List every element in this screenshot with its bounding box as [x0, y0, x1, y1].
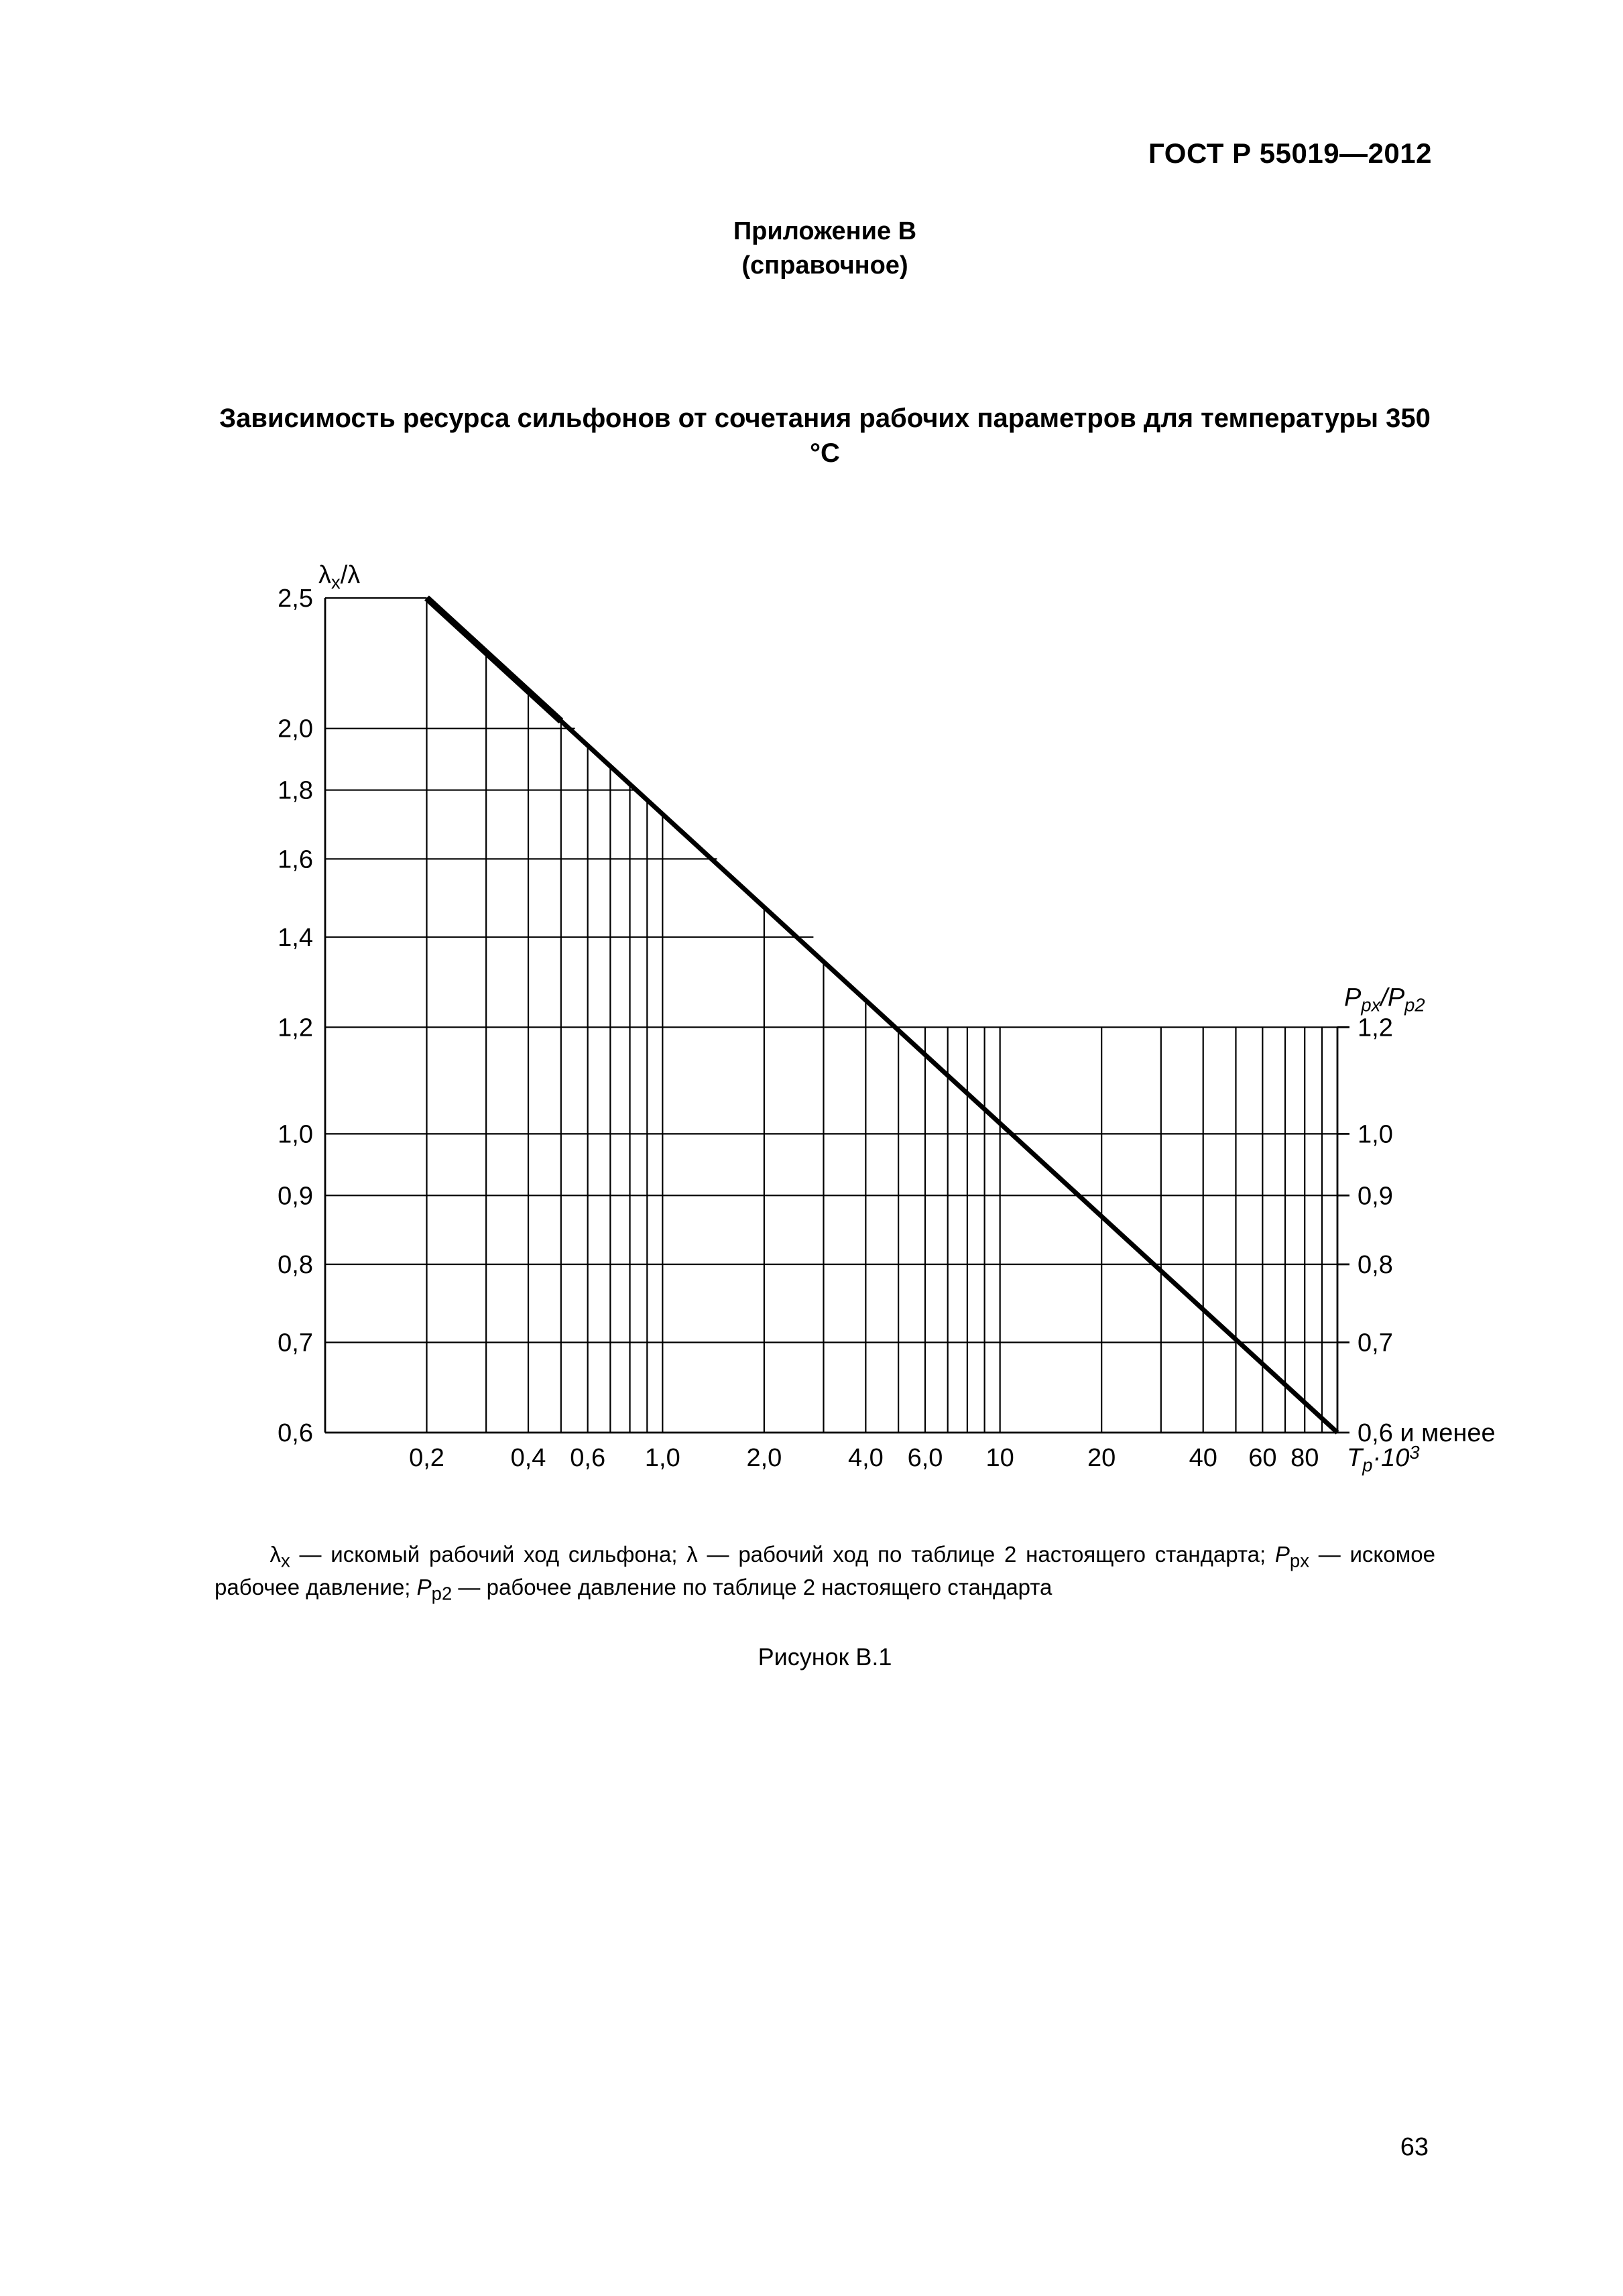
svg-text:1,8: 1,8 [278, 776, 313, 804]
svg-text:1,2: 1,2 [1358, 1014, 1393, 1042]
svg-text:1,2: 1,2 [278, 1014, 313, 1042]
svg-text:0,9: 0,9 [1358, 1182, 1393, 1210]
page-number: 63 [1400, 2133, 1429, 2162]
svg-text:1,4: 1,4 [278, 923, 313, 951]
figure-caption: Рисунок В.1 [215, 1643, 1435, 1671]
chart-container: 0,6 0,7 0,8 0,9 1,0 1,2 1,4 1,6 1,8 2,0 2,5 0,2 0,4 0… [235, 551, 1435, 1500]
section-title: Зависимость ресурса сильфонов от сочетан… [215, 401, 1435, 471]
svg-text:40: 40 [1189, 1444, 1217, 1472]
svg-text:λx/λ: λx/λ [318, 561, 360, 593]
svg-text:2,0: 2,0 [278, 715, 313, 743]
svg-text:0,9: 0,9 [278, 1182, 313, 1210]
svg-text:2,5: 2,5 [278, 585, 313, 613]
svg-text:1,0: 1,0 [645, 1444, 680, 1472]
svg-text:0,7: 0,7 [278, 1329, 313, 1357]
appendix-line1: Приложение В [215, 215, 1435, 249]
svg-text:60: 60 [1248, 1444, 1276, 1472]
svg-text:20: 20 [1087, 1444, 1116, 1472]
svg-text:0,6: 0,6 [570, 1444, 605, 1472]
svg-text:0,7: 0,7 [1358, 1329, 1393, 1357]
svg-text:10: 10 [986, 1444, 1014, 1472]
svg-text:Pрx/Pр2: Pрx/Pр2 [1344, 983, 1425, 1015]
svg-text:4,0: 4,0 [848, 1444, 884, 1472]
document-header: ГОСТ Р 55019—2012 [1148, 137, 1432, 170]
svg-text:0,6: 0,6 [278, 1419, 313, 1447]
svg-text:0,8: 0,8 [278, 1251, 313, 1279]
svg-text:0,2: 0,2 [409, 1444, 444, 1472]
svg-text:1,0: 1,0 [278, 1120, 313, 1148]
appendix-line2: (справочное) [215, 249, 1435, 283]
appendix-block: Приложение В (справочное) [215, 215, 1435, 284]
svg-text:2,0: 2,0 [746, 1444, 782, 1472]
svg-text:6,0: 6,0 [908, 1444, 943, 1472]
svg-text:0,8: 0,8 [1358, 1251, 1393, 1279]
svg-text:0,6 и менее: 0,6 и менее [1358, 1419, 1496, 1447]
svg-text:1,6: 1,6 [278, 845, 313, 873]
svg-text:0,4: 0,4 [511, 1444, 546, 1472]
svg-text:Tр·103: Tр·103 [1347, 1442, 1420, 1475]
chart-svg: 0,6 0,7 0,8 0,9 1,0 1,2 1,4 1,6 1,8 2,0 2,5 0,2 0,4 0… [235, 551, 1515, 1496]
svg-text:80: 80 [1290, 1444, 1319, 1472]
chart-legend: λx — искомый рабочий ход сильфона; λ — р… [215, 1540, 1435, 1606]
svg-text:1,0: 1,0 [1358, 1120, 1393, 1148]
